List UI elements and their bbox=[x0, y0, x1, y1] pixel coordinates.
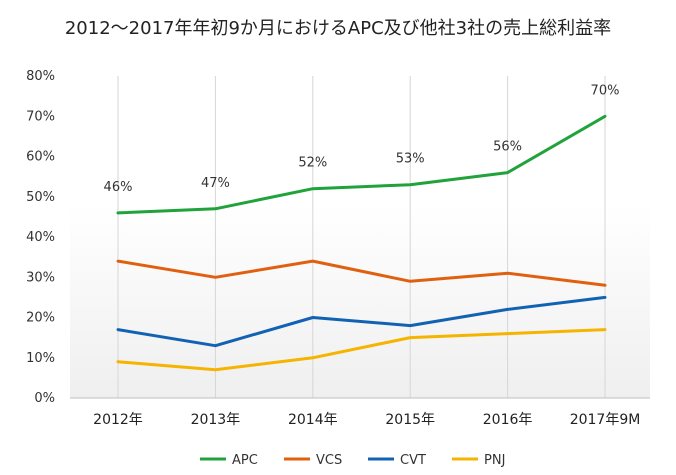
x-tick-label: 2017年9M bbox=[570, 412, 641, 428]
legend-label: PNJ bbox=[484, 453, 505, 468]
series-line-apc bbox=[116, 114, 607, 215]
x-tick-label: 2014年 bbox=[288, 412, 338, 428]
y-tick-label: 40% bbox=[26, 230, 55, 245]
legend-label: APC bbox=[232, 453, 258, 468]
series-line-cvt bbox=[116, 295, 607, 348]
y-tick-label: 10% bbox=[26, 351, 55, 366]
data-label: 53% bbox=[396, 152, 425, 167]
legend-item-apc: APC bbox=[200, 453, 258, 468]
y-tick-label: 60% bbox=[26, 150, 55, 165]
data-label: 46% bbox=[104, 180, 133, 195]
y-tick-label: 50% bbox=[26, 190, 55, 205]
series-line-vcs bbox=[116, 259, 607, 287]
plot-area bbox=[70, 76, 650, 398]
x-tick-label: 2012年 bbox=[93, 412, 143, 428]
data-label: 52% bbox=[298, 156, 327, 171]
y-tick-label: 0% bbox=[34, 391, 55, 406]
data-label: 47% bbox=[201, 176, 230, 191]
y-tick-label: 30% bbox=[26, 270, 55, 285]
legend-item-cvt: CVT bbox=[368, 453, 426, 468]
y-tick-label: 20% bbox=[26, 311, 55, 326]
legend-item-vcs: VCS bbox=[284, 453, 342, 468]
legend-label: VCS bbox=[316, 453, 342, 468]
chart-title: 2012～2017年年初9か月におけるAPC及び他社3社の売上総利益率 bbox=[64, 18, 612, 39]
data-label: 70% bbox=[591, 83, 620, 98]
legend-label: CVT bbox=[400, 453, 426, 468]
x-tick-label: 2013年 bbox=[191, 412, 241, 428]
y-tick-label: 80% bbox=[26, 69, 55, 84]
x-tick-label: 2015年 bbox=[385, 412, 435, 428]
legend-item-pnj: PNJ bbox=[452, 453, 505, 468]
series-line-pnj bbox=[116, 328, 607, 372]
y-tick-label: 70% bbox=[26, 109, 55, 124]
x-tick-label: 2016年 bbox=[483, 412, 533, 428]
data-label: 56% bbox=[493, 140, 522, 155]
